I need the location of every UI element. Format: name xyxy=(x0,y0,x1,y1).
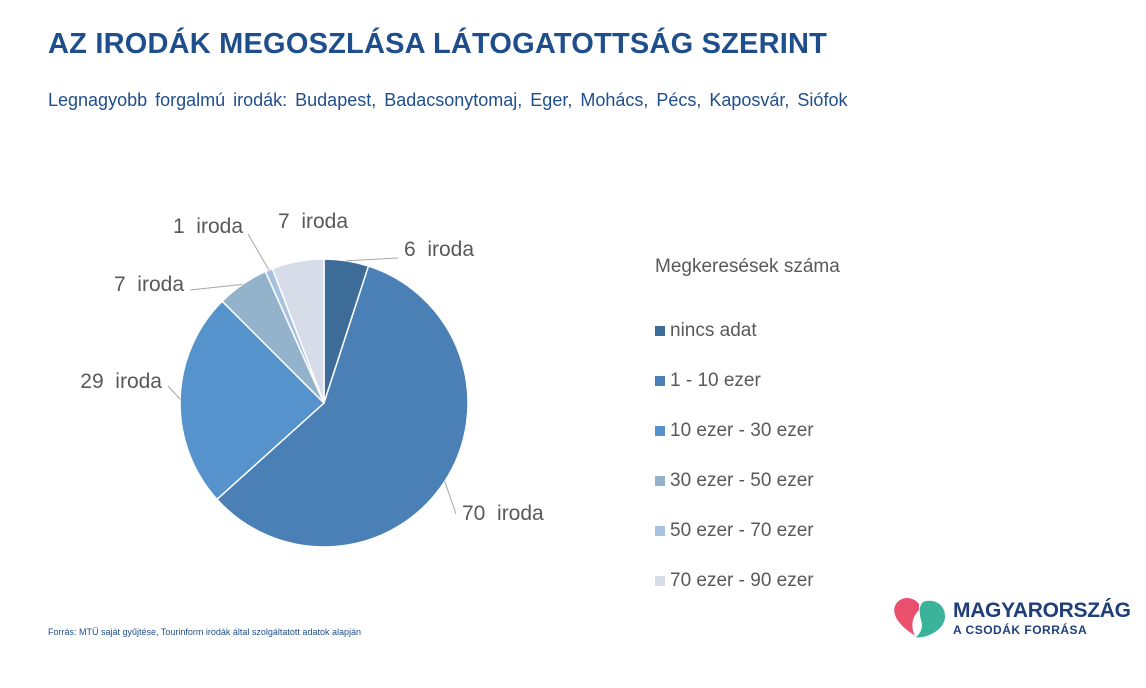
legend-label: 10 ezer - 30 ezer xyxy=(670,420,814,441)
source-note: Forrás: MTÜ saját gyűjtése, Tourinform i… xyxy=(48,627,361,637)
leader-line-3 xyxy=(167,385,181,400)
leader-line-1 xyxy=(346,257,399,262)
legend-item-6: 70 ezer - 90 ezer xyxy=(655,556,840,606)
brand-logo: MAGYARORSZÁG A CSODÁK FORRÁSA xyxy=(893,594,1138,644)
legend-item-2: 1 - 10 ezer xyxy=(655,356,840,406)
legend-label: 70 ezer - 90 ezer xyxy=(670,570,814,591)
legend-label: 1 - 10 ezer xyxy=(670,370,761,391)
data-label-5: 1 iroda xyxy=(173,215,243,238)
legend-title: Megkeresések száma xyxy=(655,256,840,277)
legend-item-4: 30 ezer - 50 ezer xyxy=(655,456,840,506)
legend-item-5: 50 ezer - 70 ezer xyxy=(655,506,840,556)
pie-slice-6 xyxy=(271,258,325,404)
logo-wordmark: MAGYARORSZÁG xyxy=(953,599,1131,622)
legend-label: 50 ezer - 70 ezer xyxy=(670,520,814,541)
pie-slice-2 xyxy=(215,265,469,548)
pie-slice-3 xyxy=(179,300,326,501)
leader-line-5 xyxy=(247,233,270,271)
leader-line-2 xyxy=(444,481,457,515)
page-subtitle: Legnagyobb forgalmú irodák: Budapest, Ba… xyxy=(48,90,848,110)
page-title: AZ IRODÁK MEGOSZLÁSA LÁTOGATOTTSÁG SZERI… xyxy=(48,28,828,60)
data-label-2: 70 iroda xyxy=(462,502,544,525)
legend-swatch xyxy=(655,526,665,536)
logo-tagline: A CSODÁK FORRÁSA xyxy=(953,623,1088,637)
legend-swatch xyxy=(655,476,665,486)
legend-swatch xyxy=(655,426,665,436)
leader-line-4 xyxy=(189,283,243,291)
legend-swatch xyxy=(655,376,665,386)
legend-swatch xyxy=(655,326,665,336)
data-label-1: 6 iroda xyxy=(404,238,474,261)
legend-item-1: nincs adat xyxy=(655,306,840,356)
data-label-3: 29 iroda xyxy=(80,370,162,393)
chart-legend: Megkeresések száma nincs adat 1 - 10 ezer… xyxy=(655,256,840,606)
legend-item-3: 10 ezer - 30 ezer xyxy=(655,406,840,456)
legend-label: 30 ezer - 50 ezer xyxy=(670,470,814,491)
legend-label: nincs adat xyxy=(670,320,757,341)
legend-swatch xyxy=(655,576,665,586)
heart-drops-icon xyxy=(894,598,945,638)
data-label-6: 7 iroda xyxy=(278,210,348,233)
data-label-4: 7 iroda xyxy=(114,273,184,296)
